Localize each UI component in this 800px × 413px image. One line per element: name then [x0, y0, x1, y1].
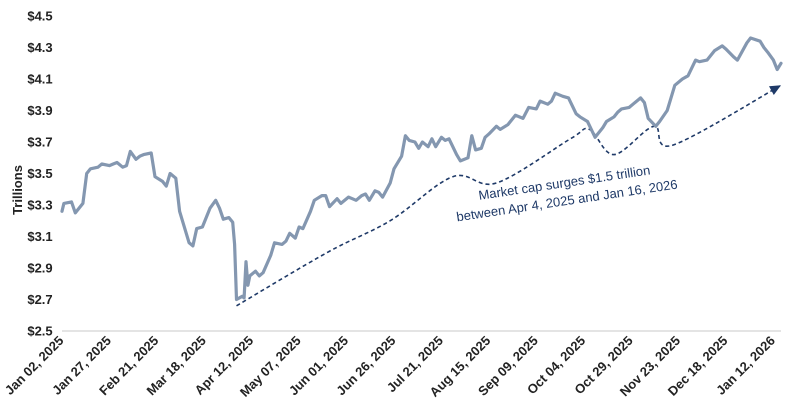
y-tick-label: $4.5	[27, 9, 52, 24]
y-tick-label: $3.1	[27, 229, 52, 244]
trend-arrowhead	[769, 85, 781, 95]
annotation: Market cap surges $1.5 trillion between …	[455, 162, 678, 224]
trend-arrow-line	[236, 84, 782, 307]
y-tick-label: $3.7	[27, 135, 52, 150]
market-cap-series-line	[60, 36, 783, 302]
y-tick-label: $3.3	[27, 198, 52, 213]
y-axis-label: Trillions	[10, 165, 25, 215]
y-tick-label: $2.9	[27, 261, 52, 276]
y-tick-label: $4.3	[27, 40, 52, 55]
y-tick-label: $2.7	[27, 292, 52, 307]
y-tick-label: $3.9	[27, 103, 52, 118]
y-tick-label: $3.5	[27, 166, 52, 181]
y-tick-label: $2.5	[27, 324, 52, 339]
y-tick-labels: $2.5 $2.7 $2.9 $3.1 $3.3 $3.5 $3.7 $3.9 $4.1 $4.3…	[27, 9, 52, 339]
y-tick-label: $4.1	[27, 72, 52, 87]
